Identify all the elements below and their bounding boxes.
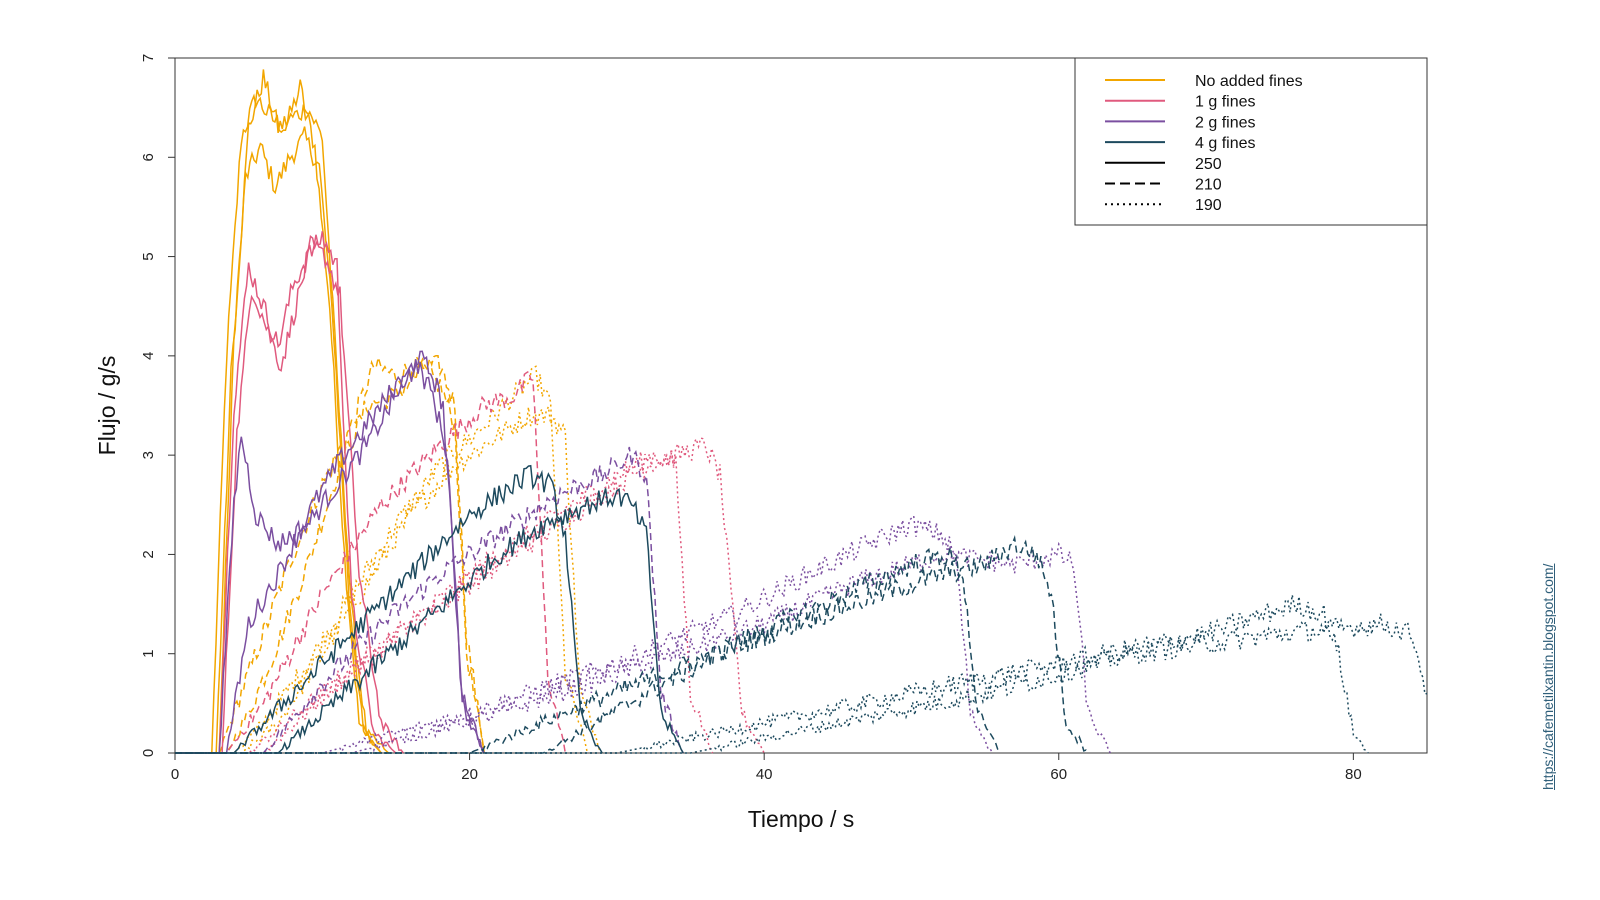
- x-tick-label: 60: [1050, 766, 1067, 783]
- legend-label: No added fines: [1195, 73, 1303, 90]
- x-axis: 0 20 40 60 80: [171, 753, 1362, 783]
- legend-label: 250: [1195, 156, 1222, 173]
- y-tick-label: 4: [140, 352, 157, 360]
- x-tick-label: 20: [461, 766, 478, 783]
- y-axis-title: Flujo / g/s: [94, 356, 120, 456]
- series-layer: [175, 69, 1428, 754]
- series-line: [175, 613, 1428, 754]
- series-line: [175, 514, 994, 754]
- x-axis-title: Tiempo / s: [748, 806, 855, 832]
- plot-frame: [174, 57, 1428, 754]
- y-tick-label: 2: [140, 550, 157, 558]
- legend-label: 4 g fines: [1195, 135, 1255, 152]
- series-line: [175, 231, 397, 754]
- series-line: [175, 350, 485, 754]
- legend-label: 190: [1195, 197, 1222, 214]
- y-axis: 0 1 2 3 4 5 6 7: [140, 54, 175, 757]
- series-line: [175, 547, 1001, 754]
- series-line: [175, 354, 486, 754]
- series-line: [175, 487, 684, 754]
- series-line: [175, 354, 486, 754]
- legend-label: 1 g fines: [1195, 94, 1255, 111]
- y-tick-label: 7: [140, 54, 157, 62]
- y-tick-label: 0: [140, 749, 157, 757]
- series-line: [175, 359, 485, 754]
- legend-label: 210: [1195, 177, 1222, 194]
- y-tick-label: 1: [140, 650, 157, 658]
- x-tick-label: 0: [171, 766, 179, 783]
- series-line: [175, 464, 603, 754]
- series-line: [175, 404, 603, 754]
- x-tick-label: 40: [756, 766, 773, 783]
- series-line: [175, 446, 684, 754]
- series-line: [175, 594, 1369, 754]
- series-line: [175, 534, 1089, 754]
- series-line: [175, 436, 765, 754]
- series-line: [175, 451, 714, 754]
- legend: No added fines 1 g fines 2 g fines 4 g fine…: [1074, 57, 1428, 226]
- legend-label: 2 g fines: [1195, 114, 1255, 131]
- plot-area: [174, 57, 1428, 754]
- y-tick-label: 6: [140, 153, 157, 161]
- y-tick-label: 3: [140, 451, 157, 459]
- series-line: [175, 370, 567, 754]
- x-tick-label: 80: [1345, 766, 1362, 783]
- source-link[interactable]: https://cafemetilxantin.blogspot.com/: [1540, 563, 1556, 790]
- y-tick-label: 5: [140, 252, 157, 260]
